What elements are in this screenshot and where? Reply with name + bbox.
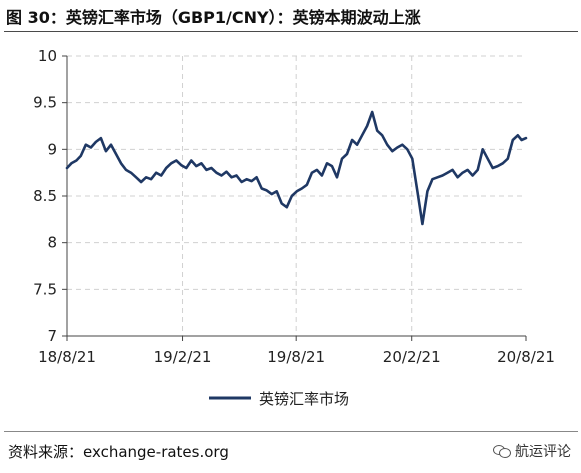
x-tick-label: 20/2/21 [383,348,441,366]
x-tick-label: 19/8/21 [267,348,325,366]
x-tick-label: 20/8/21 [497,348,555,366]
x-tick-label: 18/8/21 [38,348,96,366]
y-tick-label: 7 [47,327,57,345]
watermark-label: 航运评论 [515,444,571,460]
x-axis-ticks: 18/8/21 19/2/21 19/8/21 20/2/21 20/8/21 [38,336,555,366]
x-tick-label: 19/2/21 [154,348,212,366]
y-axis-ticks: 10 9.5 9 8.5 8 7.5 7 [33,47,67,345]
y-tick-label: 9 [47,140,57,158]
title-divider [4,31,578,32]
y-tick-label: 8 [47,234,57,252]
source-divider [4,431,578,432]
y-tick-label: 7.5 [33,280,57,298]
series-layer [65,110,528,226]
legend-label: 英镑汇率市场 [259,390,349,408]
legend: 英镑汇率市场 [209,390,349,408]
source-note: 资料来源：exchange-rates.org [8,443,229,461]
y-tick-label: 9.5 [33,94,57,112]
y-tick-label: 8.5 [33,187,57,205]
series-line-0 [65,110,528,226]
chart-title: 图 30：英镑汇率市场（GBP1/CNY）：英镑本期波动上涨 [6,8,421,27]
grid-lines [67,55,526,336]
watermark: 航运评论 [493,441,571,461]
wechat-icon [493,444,511,458]
y-tick-label: 10 [38,47,57,65]
